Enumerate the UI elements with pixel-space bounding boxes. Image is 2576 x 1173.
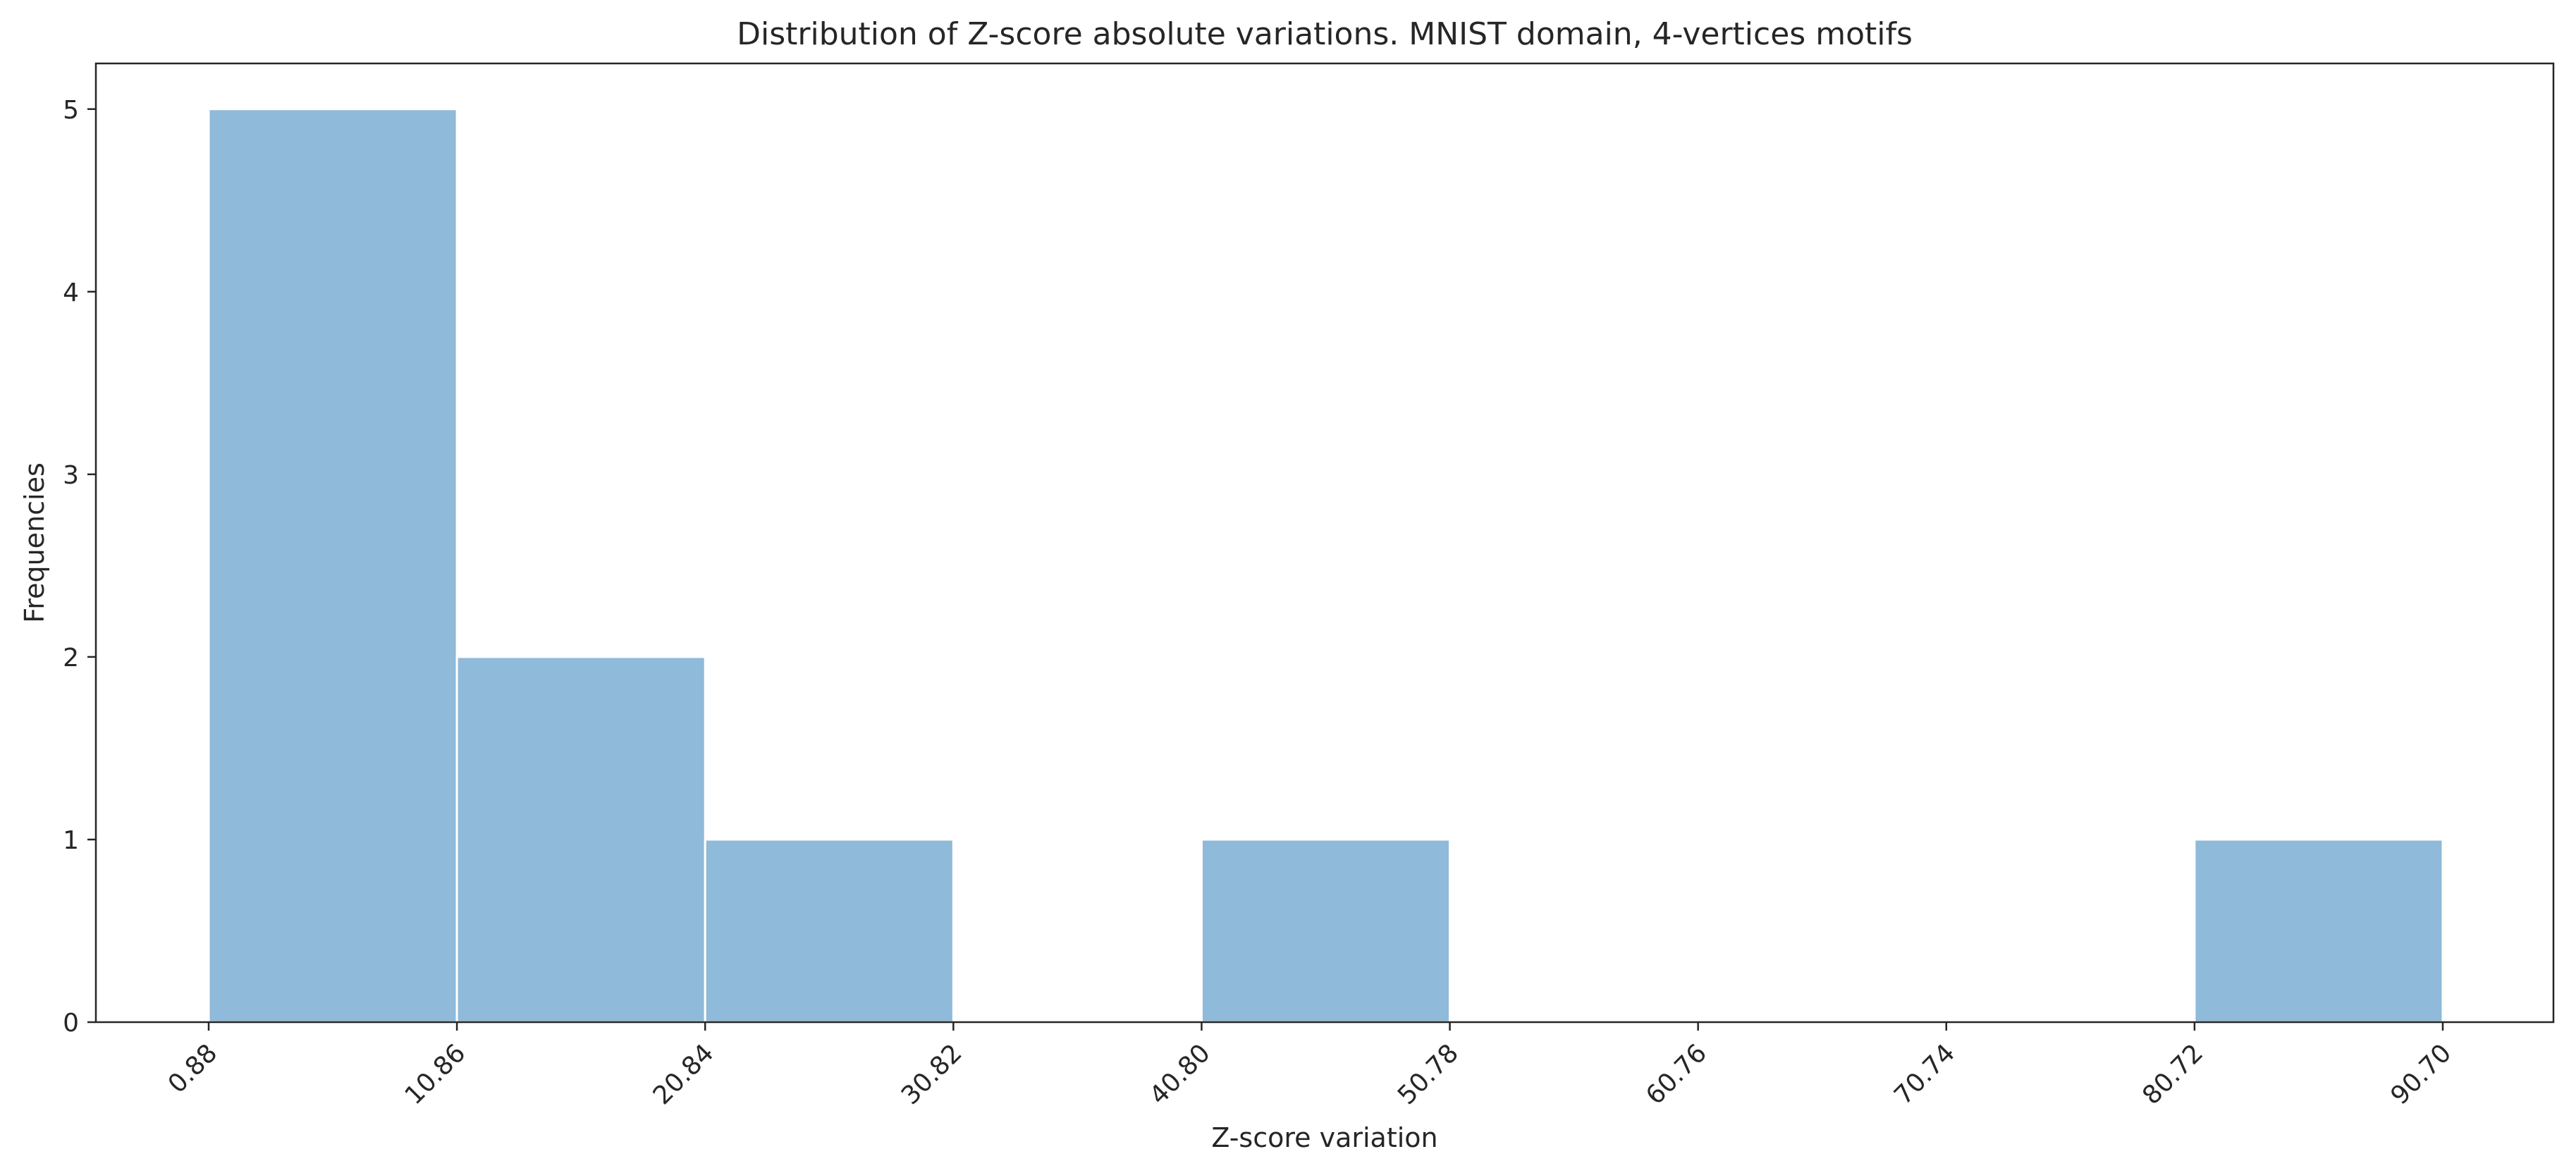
x-tick-label: 0.88 [163,1038,223,1099]
bars-group [207,108,2444,1024]
histogram-bar [1200,838,1452,1024]
chart-title: Distribution of Z-score absolute variati… [737,16,1913,52]
y-tick-label: 2 [63,644,79,673]
y-tick-label: 4 [63,278,79,307]
histogram-bar [207,108,458,1024]
y-axis-label: Frequencies [19,462,50,623]
y-axis: 0 1 2 3 4 5 [63,96,96,1038]
x-tick-label: 40.80 [1144,1038,1216,1110]
histogram-bar [2193,838,2444,1024]
histogram-bar [704,838,955,1024]
y-tick-label: 0 [63,1009,79,1038]
x-tick-label: 50.78 [1392,1038,1464,1110]
x-tick-label: 30.82 [896,1038,968,1110]
x-tick-label: 10.86 [400,1038,472,1110]
histogram-bar [455,656,706,1024]
y-tick-label: 5 [63,96,79,125]
x-tick-label: 90.70 [2385,1038,2457,1110]
y-tick-label: 3 [63,461,79,490]
x-axis: 0.88 10.86 20.84 30.82 40.80 50.78 60.76 70.74 8… [163,1022,2457,1110]
x-tick-label: 70.74 [1889,1038,1961,1110]
x-tick-label: 80.72 [2137,1038,2209,1110]
plot-frame [94,62,2555,1024]
x-tick-label: 60.76 [1640,1038,1712,1110]
y-tick-label: 1 [63,826,79,855]
x-axis-label: Z-score variation [1211,1122,1437,1153]
x-tick-label: 20.84 [648,1038,720,1110]
